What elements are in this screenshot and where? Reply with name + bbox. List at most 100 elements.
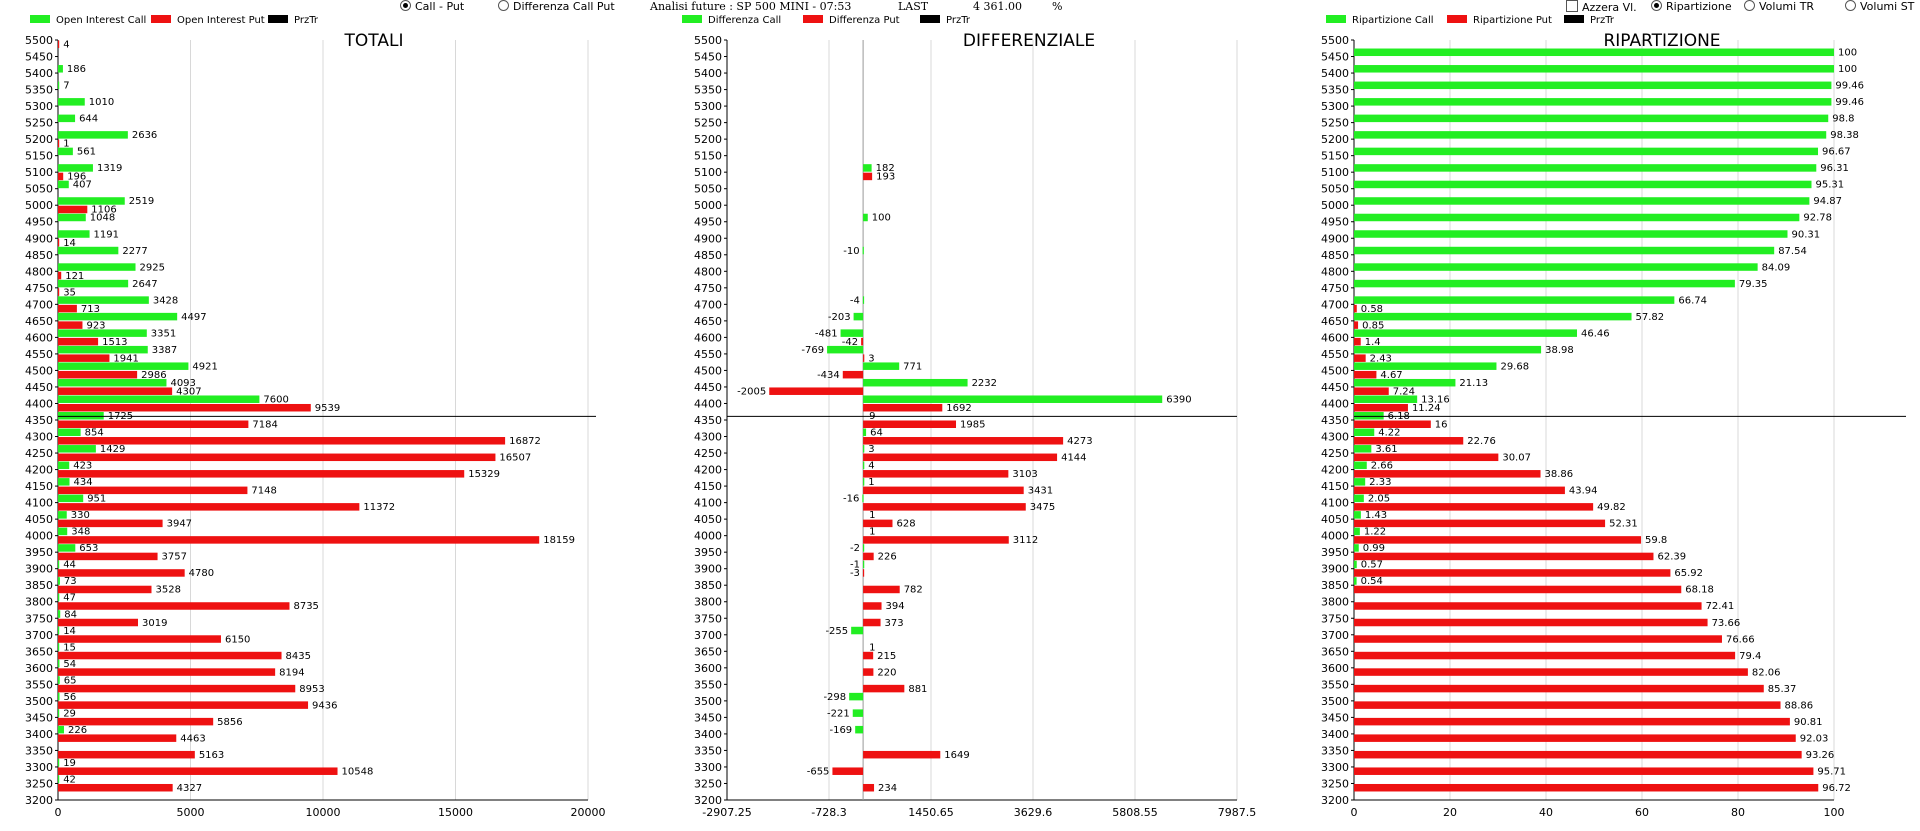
call-bar bbox=[58, 263, 136, 271]
put-bar bbox=[58, 519, 163, 528]
legend-swatch bbox=[803, 15, 823, 23]
y-tick-label: 3850 bbox=[25, 579, 53, 592]
y-tick-label: 3800 bbox=[1321, 596, 1349, 609]
y-tick-label: 4450 bbox=[694, 381, 722, 394]
call-data-label: 407 bbox=[73, 180, 92, 191]
put-data-label: 234 bbox=[878, 783, 897, 794]
call-bar bbox=[1354, 180, 1812, 189]
y-tick-label: 4850 bbox=[25, 249, 53, 262]
call-data-label: 1319 bbox=[97, 163, 122, 174]
call-bar bbox=[58, 610, 61, 618]
y-tick-label: 4000 bbox=[25, 530, 53, 543]
y-tick-label: 3350 bbox=[25, 744, 53, 757]
put-data-label: 3103 bbox=[1012, 469, 1037, 480]
call-bar bbox=[1354, 65, 1834, 73]
put-bar bbox=[58, 635, 221, 643]
call-bar bbox=[855, 725, 864, 734]
call-data-label: 99.46 bbox=[1835, 97, 1864, 108]
call-bar bbox=[849, 692, 864, 701]
call-bar bbox=[851, 626, 864, 635]
put-data-label: 2.43 bbox=[1370, 353, 1392, 364]
call-data-label: 84.09 bbox=[1762, 262, 1791, 273]
put-data-label: 121 bbox=[65, 271, 84, 282]
put-bar bbox=[1354, 304, 1357, 313]
y-tick-label: 3300 bbox=[1321, 761, 1349, 774]
x-tick-label: 20000 bbox=[571, 806, 606, 819]
put-bar bbox=[58, 536, 540, 544]
call-bar bbox=[1354, 230, 1788, 238]
y-tick-label: 3200 bbox=[1321, 794, 1349, 807]
radio-ripartizione[interactable]: Ripartizione bbox=[1651, 0, 1732, 14]
y-tick-label: 5100 bbox=[1321, 166, 1349, 179]
call-data-label: 79.35 bbox=[1739, 279, 1768, 290]
put-data-label: 52.31 bbox=[1609, 519, 1638, 530]
radio-volumi-tr[interactable]: Volumi TR bbox=[1744, 0, 1814, 14]
y-tick-label: 4050 bbox=[694, 513, 722, 526]
radio-label: Volumi ST bbox=[1860, 0, 1915, 13]
put-bar bbox=[862, 569, 865, 577]
call-bar bbox=[863, 461, 865, 470]
put-bar bbox=[1354, 668, 1748, 676]
y-tick-label: 4800 bbox=[25, 265, 53, 278]
call-data-label: 1.22 bbox=[1364, 527, 1386, 538]
call-data-label: -203 bbox=[828, 312, 851, 323]
y-tick-label: 4700 bbox=[1321, 298, 1349, 311]
call-bar bbox=[58, 544, 76, 552]
put-data-label: 59.8 bbox=[1645, 535, 1667, 546]
put-bar bbox=[1354, 370, 1377, 379]
call-data-label: 47 bbox=[63, 593, 76, 604]
put-data-label: 4273 bbox=[1067, 436, 1092, 447]
last-value: 4 361.00 bbox=[973, 0, 1022, 13]
call-data-label: 434 bbox=[74, 477, 93, 488]
radio-label: Call - Put bbox=[415, 0, 465, 13]
put-bar bbox=[863, 585, 900, 594]
call-data-label: 4 bbox=[868, 461, 874, 472]
y-tick-label: 4750 bbox=[25, 282, 53, 295]
call-bar bbox=[58, 114, 76, 123]
y-tick-label: 5400 bbox=[1321, 67, 1349, 80]
call-bar bbox=[1354, 147, 1819, 156]
put-bar bbox=[832, 767, 864, 775]
y-tick-label: 3800 bbox=[25, 596, 53, 609]
check-azzera[interactable]: Azzera Vl. bbox=[1566, 0, 1637, 14]
y-tick-label: 5500 bbox=[25, 34, 53, 47]
call-data-label: 3.61 bbox=[1375, 444, 1397, 455]
y-tick-label: 3300 bbox=[694, 761, 722, 774]
call-bar bbox=[58, 445, 96, 453]
call-data-label: 653 bbox=[79, 543, 98, 554]
put-data-label: 1 bbox=[63, 139, 69, 150]
y-tick-label: 4500 bbox=[25, 364, 53, 377]
put-bar bbox=[1354, 337, 1361, 346]
put-bar bbox=[1354, 536, 1642, 544]
put-bar bbox=[863, 503, 1026, 511]
put-bar bbox=[58, 783, 173, 792]
chart-totali: 0 5000 10000 15000 2000055005450540053505300… bbox=[25, 15, 606, 819]
y-tick-label: 3950 bbox=[25, 546, 53, 559]
last-label: LAST bbox=[898, 0, 929, 13]
radio-indicator-selected bbox=[400, 0, 411, 11]
put-bar bbox=[58, 304, 77, 313]
put-data-label: 93.26 bbox=[1806, 750, 1835, 761]
call-data-label: 423 bbox=[73, 461, 92, 472]
call-data-label: 854 bbox=[85, 428, 104, 439]
call-bar bbox=[58, 461, 70, 470]
put-bar bbox=[1354, 552, 1654, 561]
y-tick-label: 4950 bbox=[25, 216, 53, 229]
y-tick-label: 4650 bbox=[1321, 315, 1349, 328]
put-data-label: 73.66 bbox=[1712, 618, 1741, 629]
radio-volumi-st[interactable]: Volumi ST bbox=[1845, 0, 1914, 14]
put-data-label: 3112 bbox=[1013, 535, 1038, 546]
put-bar bbox=[863, 618, 881, 627]
put-bar bbox=[58, 585, 152, 594]
call-bar bbox=[58, 131, 128, 139]
call-bar bbox=[1354, 511, 1361, 519]
call-data-label: 54 bbox=[63, 659, 76, 670]
put-data-label: 1649 bbox=[944, 750, 969, 761]
radio-diff-call-put[interactable]: Differenza Call Put bbox=[498, 0, 615, 14]
radio-call-put[interactable]: Call - Put bbox=[400, 0, 464, 14]
y-tick-label: 3450 bbox=[694, 711, 722, 724]
call-data-label: 92.78 bbox=[1803, 213, 1832, 224]
call-data-label: 186 bbox=[67, 64, 86, 75]
call-bar bbox=[863, 560, 865, 569]
put-data-label: 14 bbox=[63, 238, 76, 249]
